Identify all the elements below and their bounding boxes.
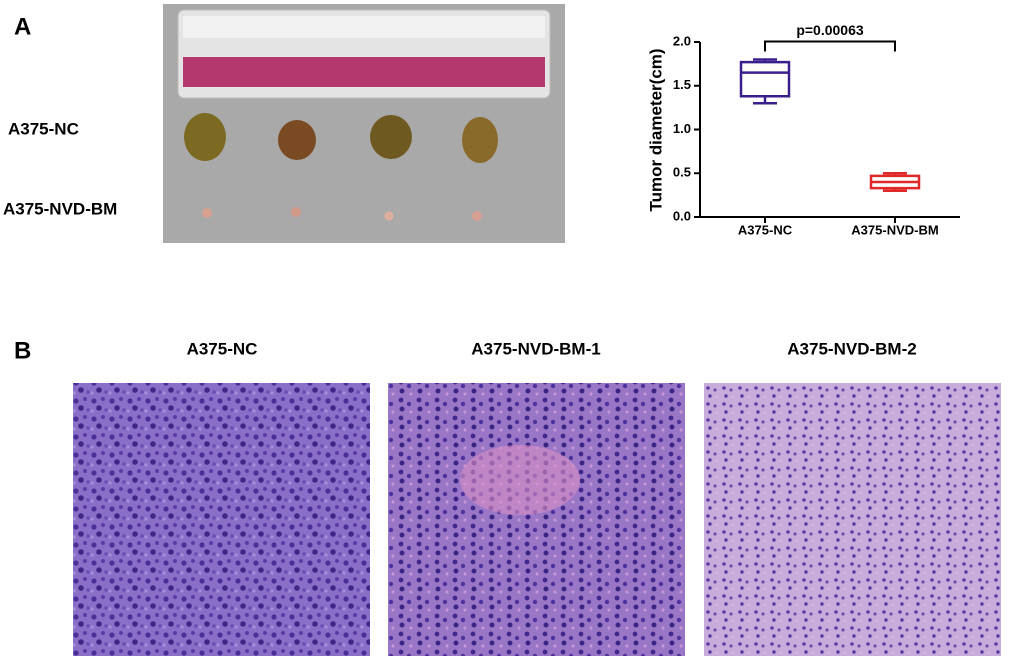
y-tick-label: 0.0 bbox=[673, 208, 691, 223]
significance-bracket bbox=[764, 40, 896, 52]
image-title: A375-NVD-BM-1 bbox=[471, 339, 600, 358]
box bbox=[739, 60, 791, 98]
y-axis-label: Tumor diameter(cm) bbox=[646, 48, 665, 211]
annotation: p=0.00063 bbox=[796, 22, 864, 38]
box-plot: 0.0 0.5 1.0 1.5 2.0 A375-NC A375-NVD-BM p=0.000… bbox=[673, 22, 960, 237]
y-tick-label: 1.0 bbox=[673, 121, 691, 136]
y-tick-label: 1.5 bbox=[673, 77, 691, 92]
photo bbox=[163, 4, 565, 243]
row-label: A375-NVD-BM bbox=[3, 199, 117, 218]
y-tick-label: 0.5 bbox=[673, 165, 691, 180]
histology-image bbox=[704, 383, 1001, 656]
x-tick-label: A375-NVD-BM bbox=[851, 222, 938, 237]
y-tick-label: 2.0 bbox=[673, 33, 691, 48]
image-title: A375-NC bbox=[187, 339, 258, 358]
histology-image bbox=[388, 383, 685, 656]
row-label: A375-NC bbox=[8, 119, 79, 138]
x-tick-label: A375-NC bbox=[738, 222, 793, 237]
panel-label: B bbox=[14, 337, 31, 364]
image-title: A375-NVD-BM-2 bbox=[787, 339, 916, 358]
histology-image bbox=[73, 383, 370, 656]
panel-label: A bbox=[14, 13, 31, 40]
